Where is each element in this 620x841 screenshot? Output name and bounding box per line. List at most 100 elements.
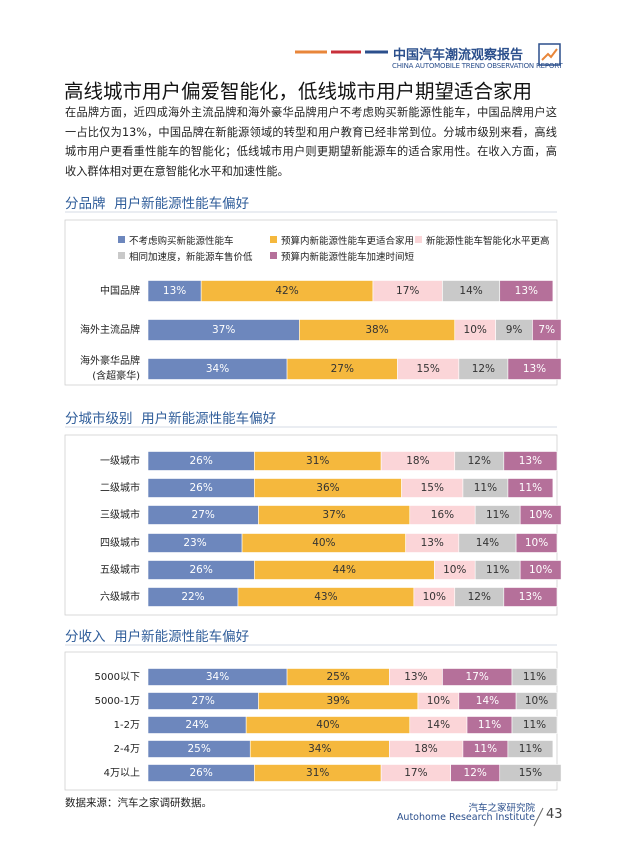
value-label: 11% — [473, 481, 498, 494]
page-number: 43 — [546, 807, 563, 822]
value-label: 14% — [459, 284, 483, 297]
value-label: 26% — [189, 563, 213, 576]
value-label: 26% — [189, 454, 213, 467]
value-label: 17% — [465, 670, 489, 683]
chart-title: 分收入 用户新能源性能车偏好 — [65, 629, 250, 645]
bar-segment — [503, 451, 558, 471]
category-label: 一级城市 — [100, 455, 140, 467]
category-label: 三级城市 — [100, 509, 140, 521]
value-label: 25% — [326, 670, 350, 683]
value-label: 12% — [463, 766, 487, 779]
value-label: 7% — [538, 323, 556, 336]
value-label: 14% — [475, 694, 500, 707]
category-label: 4万以上 — [103, 767, 140, 779]
value-label: 22% — [181, 590, 205, 603]
value-label: 16% — [430, 508, 455, 521]
legend-label: 新能源性能车智能化水平更高 — [426, 236, 550, 247]
category-label: 二级城市 — [100, 482, 140, 494]
category-label: 六级城市 — [100, 591, 140, 603]
value-label: 15% — [416, 362, 440, 375]
bar-segment — [519, 560, 562, 580]
header-icon — [541, 48, 558, 61]
value-label: 15% — [420, 481, 444, 494]
value-label: 37% — [322, 508, 346, 521]
value-label: 36% — [316, 481, 340, 494]
value-label: 11% — [522, 670, 547, 683]
legend-label: 相同加速度，新能源车售价低 — [129, 252, 253, 263]
value-label: 37% — [211, 323, 236, 336]
value-label: 15% — [518, 766, 543, 779]
value-label: 12% — [467, 454, 491, 467]
bar-segment — [499, 280, 554, 302]
category-label: 海外豪华品牌 (含超豪华) — [80, 356, 140, 382]
source-note: 数据来源：汽车之家调研数据。 — [65, 797, 212, 809]
footer-org-en: Autohome Research Institute — [396, 812, 535, 823]
value-label: 11% — [518, 742, 543, 755]
value-label: 40% — [316, 718, 340, 731]
value-label: 24% — [185, 718, 209, 731]
value-label: 26% — [189, 481, 213, 494]
value-label: 34% — [205, 670, 230, 683]
bar-segment — [507, 478, 554, 498]
value-label: 31% — [306, 454, 330, 467]
header-icon — [538, 43, 561, 66]
category-label: 2-4万 — [113, 743, 140, 755]
value-label: 34% — [205, 362, 230, 375]
value-label: 14% — [475, 536, 500, 549]
value-label: 10% — [443, 563, 467, 576]
legend-swatch — [415, 236, 422, 243]
value-label: 27% — [191, 508, 215, 521]
value-label: 10% — [524, 536, 549, 549]
value-label: 18% — [414, 742, 438, 755]
category-label: 海外主流品牌 — [80, 324, 140, 336]
bar-segment — [507, 358, 562, 380]
footer-org: 汽车之家研究院 — [468, 803, 535, 814]
value-label: 17% — [404, 766, 428, 779]
bar-segment — [499, 764, 562, 782]
value-label: 13% — [522, 362, 547, 375]
value-label: 40% — [312, 536, 336, 549]
value-label: 12% — [467, 590, 491, 603]
value-label: 13% — [420, 536, 444, 549]
value-label: 10% — [524, 694, 549, 707]
value-label: 38% — [365, 323, 389, 336]
value-label: 13% — [518, 454, 543, 467]
value-label: 10% — [422, 590, 446, 603]
value-label: 10% — [528, 508, 553, 521]
category-label: 四级城市 — [100, 537, 140, 549]
legend-label: 不考虑购买新能源性能车 — [129, 236, 234, 247]
legend-label: 预算内新能源性能车更适合家用 — [281, 236, 415, 247]
value-label: 39% — [326, 694, 350, 707]
value-label: 25% — [187, 742, 211, 755]
legend-label: 预算内新能源性能车加速时间短 — [281, 252, 415, 263]
value-label: 14% — [426, 718, 451, 731]
value-label: 43% — [314, 590, 338, 603]
value-label: 10% — [463, 323, 487, 336]
category-label: 中国品牌 — [100, 285, 140, 297]
legend-swatch — [118, 252, 125, 259]
chart-title: 分品牌 用户新能源性能车偏好 — [65, 196, 250, 212]
page-title: 高线城市用户偏爱智能化，低线城市用户期望适合家用 — [64, 80, 533, 103]
bar-segment — [532, 319, 562, 341]
chart-frame — [64, 219, 558, 386]
header-subtitle: CHINA AUTOMOBILE TREND OBSERVATION REPOR… — [392, 62, 563, 70]
bar-segment — [503, 587, 558, 607]
bar-segment — [515, 692, 558, 710]
value-label: 10% — [426, 694, 451, 707]
value-label: 31% — [306, 766, 330, 779]
category-label: 五级城市 — [100, 564, 140, 576]
bar-segment — [515, 533, 558, 553]
category-label: 1-2万 — [113, 719, 140, 731]
bar-segment — [519, 505, 562, 525]
category-label: 5000以下 — [94, 671, 140, 683]
legend-swatch — [118, 236, 125, 243]
chart-title: 分城市级别 用户新能源性能车偏好 — [65, 411, 277, 427]
value-label: 18% — [406, 454, 430, 467]
chart-frame — [64, 434, 558, 616]
value-label: 11% — [486, 508, 510, 521]
footer-slash — [533, 807, 544, 827]
paragraph: 在品牌方面，近四成海外主流品牌和海外豪华品牌用户不考虑购买新能源性能车，中国品牌… — [65, 106, 557, 178]
value-label: 11% — [486, 563, 510, 576]
